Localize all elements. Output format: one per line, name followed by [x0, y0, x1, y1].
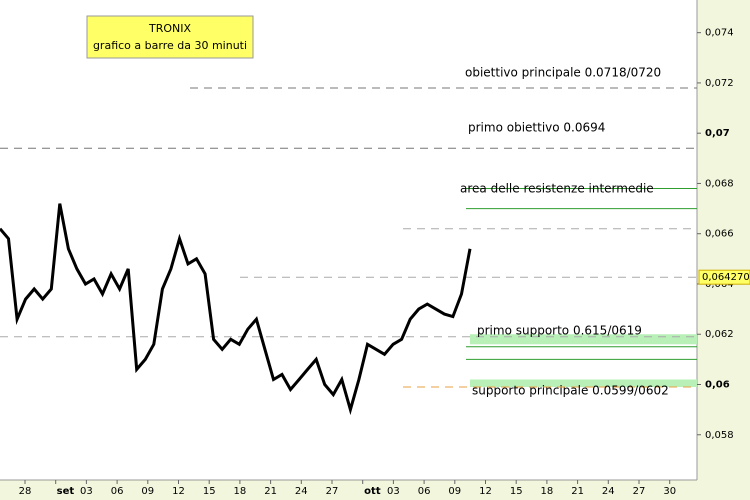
x-tick-label: 09	[141, 486, 154, 497]
y-tick-label: 0,07	[705, 128, 730, 139]
x-tick-label: 12	[172, 486, 185, 497]
y-tick-label: 0,066	[705, 229, 734, 240]
x-tick-label: 15	[510, 486, 523, 497]
band	[470, 379, 697, 388]
y-tick-label: 0,072	[705, 78, 734, 89]
x-tick-label: 27	[633, 486, 646, 497]
x-tick-label: 21	[264, 486, 277, 497]
x-tick-label: 21	[571, 486, 584, 497]
y-tick-label: 0,074	[705, 28, 734, 39]
y-tick-label: 0,058	[705, 430, 734, 441]
annotation: primo supporto 0.615/0619	[477, 324, 642, 338]
subtitle: grafico a barre da 30 minuti	[93, 39, 247, 52]
x-tick-label: 06	[418, 486, 431, 497]
annotation: obiettivo principale 0.0718/0720	[465, 66, 661, 80]
x-tick-label: 03	[387, 486, 400, 497]
x-tick-label: 15	[203, 486, 216, 497]
x-tick-label: 06	[111, 486, 124, 497]
x-tick-label: 12	[479, 486, 492, 497]
y-axis-panel	[697, 0, 750, 500]
x-axis-panel	[0, 480, 697, 500]
month-label: ott	[364, 486, 381, 497]
y-tick-label: 0,06	[705, 380, 730, 391]
annotation: supporto principale 0.0599/0602	[472, 384, 669, 398]
x-tick-label: 24	[602, 486, 615, 497]
x-tick-label: 27	[326, 486, 339, 497]
x-tick-label: 18	[541, 486, 554, 497]
band	[470, 334, 697, 345]
marks	[0, 87, 697, 416]
title: TRONIX	[148, 22, 191, 35]
x-tick-label: 03	[80, 486, 93, 497]
last-price-box	[698, 269, 750, 285]
x-tick-label: 18	[234, 486, 247, 497]
x-tick-label: 30	[663, 486, 676, 497]
x-tick-label: 28	[19, 486, 32, 497]
annotation: area delle resistenze intermedie	[460, 182, 654, 196]
month-label: set	[57, 486, 75, 497]
x-tick-label: 24	[295, 486, 308, 497]
x-tick-label: 09	[448, 486, 461, 497]
last-price-label: 0,064270	[702, 272, 750, 283]
title-box	[86, 15, 254, 59]
y-tick-label: 0,062	[705, 329, 734, 340]
price-line	[0, 203, 472, 416]
annotation: primo obiettivo 0.0694	[468, 121, 605, 135]
y-tick-label: 0,068	[705, 178, 734, 189]
